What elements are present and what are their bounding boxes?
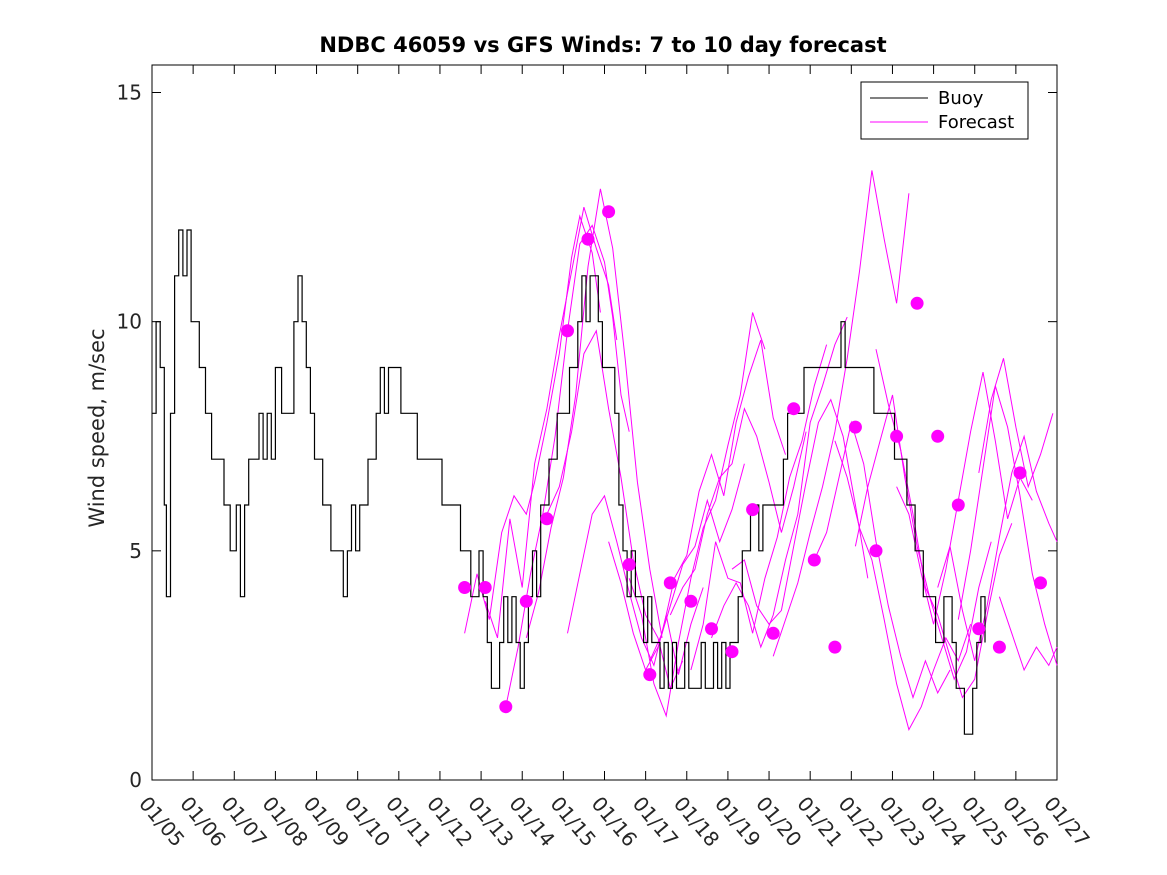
forecast-marker: [910, 296, 924, 310]
forecast-line-6: [567, 494, 704, 675]
forecast-line-23: [998, 596, 1058, 672]
forecast-marker: [992, 640, 1006, 654]
x-tick-label: 01/27: [1039, 792, 1094, 852]
x-tick-label: 01/16: [587, 792, 642, 852]
x-tick-label: 01/11: [381, 792, 436, 852]
forecast-line-14: [772, 170, 910, 657]
forecast-marker: [478, 581, 492, 594]
x-tick-label: 01/26: [998, 792, 1053, 852]
x-tick-label: 01/25: [957, 792, 1012, 852]
x-tick-label: 01/23: [875, 792, 930, 852]
forecast-marker: [705, 622, 718, 636]
forecast-line-4: [525, 188, 663, 639]
forecast-line-21: [957, 385, 1058, 666]
forecast-marker: [684, 594, 698, 608]
x-tick-label: 01/17: [628, 792, 683, 852]
forecast-line-11: [690, 344, 828, 671]
x-tick-label: 01/15: [546, 792, 601, 852]
y-axis-label: Wind speed, m/sec: [85, 328, 109, 527]
forecast-marker: [766, 626, 780, 640]
x-tick-label: 01/22: [833, 792, 888, 852]
legend-box: [860, 81, 1029, 140]
plot-area: [151, 64, 1058, 781]
forecast-marker: [519, 594, 533, 608]
forecast-marker: [663, 576, 677, 590]
x-tick-label: 01/10: [340, 792, 395, 852]
forecast-marker: [848, 420, 862, 434]
x-tick-label: 01/05: [134, 792, 189, 852]
x-tick-label: 01/14: [504, 792, 559, 852]
forecast-marker: [581, 232, 595, 246]
forecast-marker: [602, 205, 616, 219]
forecast-line-3: [505, 224, 630, 707]
x-tick-label: 01/13: [463, 792, 518, 852]
forecast-marker: [931, 429, 945, 443]
legend: Buoy Forecast: [860, 81, 1029, 140]
forecast-marker: [499, 700, 513, 714]
legend-label-buoy: Buoy: [938, 88, 984, 109]
x-tick-label: 01/12: [422, 792, 477, 852]
forecast-marker: [622, 558, 636, 572]
forecast-line-16: [834, 440, 972, 731]
x-tick-label: 01/18: [669, 792, 724, 852]
y-tick-label: 5: [129, 539, 142, 563]
x-tick-label: 01/19: [710, 792, 765, 852]
x-tick-label: 01/24: [916, 792, 971, 852]
y-tick-label: 15: [117, 81, 142, 105]
data-layer: [152, 170, 1058, 735]
forecast-line-7: [608, 463, 745, 672]
forecast-line-15: [813, 420, 951, 700]
x-tick-label: 01/06: [175, 792, 230, 852]
forecast-marker: [540, 512, 554, 526]
forecast-marker: [869, 544, 883, 558]
forecast-line-20: [937, 434, 1058, 661]
forecast-marker: [890, 429, 904, 443]
forecast-marker: [787, 402, 801, 416]
forecast-marker: [807, 553, 821, 567]
x-tick-label: 01/20: [751, 792, 806, 852]
forecast-marker: [725, 645, 739, 659]
buoy-line: [152, 229, 986, 735]
forecast-line-2: [484, 206, 618, 639]
forecast-marker: [1013, 466, 1027, 480]
y-tick-label: 0: [129, 768, 142, 792]
forecast-line-12: [711, 316, 848, 649]
forecast-marker: [1034, 576, 1047, 590]
forecast-marker: [972, 622, 986, 636]
x-tick-label: 01/09: [299, 792, 354, 852]
forecast-marker: [828, 640, 842, 654]
y-tick-label: 10: [117, 310, 142, 334]
forecast-line-19: [896, 371, 1033, 625]
x-tick-label: 01/08: [258, 792, 313, 852]
forecast-marker: [951, 498, 965, 512]
forecast-line-22: [978, 358, 1054, 489]
chart-title: NDBC 46059 vs GFS Winds: 7 to 10 day for…: [319, 33, 886, 57]
forecast-marker: [746, 503, 760, 517]
legend-label-forecast: Forecast: [938, 112, 1014, 133]
forecast-line-10: [669, 407, 807, 616]
forecast-marker: [561, 324, 574, 338]
x-tick-label: 01/07: [216, 792, 271, 852]
x-tick-label: 01/21: [792, 792, 847, 852]
forecast-line-1: [464, 214, 601, 634]
forecast-marker: [643, 668, 657, 682]
forecast-marker: [458, 581, 472, 594]
